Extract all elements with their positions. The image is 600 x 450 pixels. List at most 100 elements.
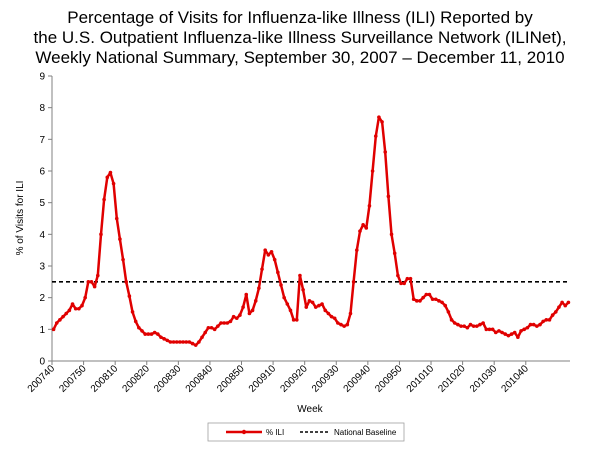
y-tick-label: 1 [39,325,45,336]
ili-data-point [216,324,220,328]
x-tick-label: 200930 [310,363,342,395]
ili-data-point [187,340,192,344]
ili-data-point [276,270,280,275]
ili-data-point [490,327,495,332]
ili-data-point [471,324,476,328]
ili-data-point [386,194,391,199]
ili-data-point [257,286,261,290]
ili-data-point [380,120,384,124]
chart-title-line-2: the U.S. Outpatient Influenza-like Illne… [33,28,567,47]
ili-data-point [162,337,166,341]
ili-data-point [367,204,372,208]
ili-data-point [241,305,245,309]
ili-data-point [54,321,59,325]
ili-data-point [228,319,233,324]
x-tick-label: 200810 [89,363,121,395]
ili-data-point [475,324,479,328]
ili-data-point [61,314,65,319]
ili-data-point [127,294,132,298]
ili-data-point [152,330,157,335]
ili-data-point [329,314,334,319]
ili-data-point [178,340,182,344]
ili-data-point [320,302,324,306]
ili-data-point [272,257,277,262]
y-axis-title: % of Visits for ILI [15,181,26,256]
x-tick-label: 201010 [405,363,437,395]
ili-data-point [415,299,419,303]
ili-data-point [354,248,359,252]
ili-data-point [310,300,315,305]
legend-ili-marker [241,429,247,435]
ili-data-point [118,237,122,241]
ili-data-point [326,311,331,316]
ili-data-point [528,322,533,327]
ili-data-point [206,325,211,330]
ili-data-point [484,327,489,332]
ili-data-point [70,302,75,306]
ili-data-point [427,292,432,297]
legend-baseline-label: National Baseline [334,428,397,437]
ili-data-point [550,313,555,317]
ili-data-point [64,311,69,316]
ili-data-point [212,327,217,332]
ili-data-point [156,332,160,336]
x-tick-label: 200830 [152,363,184,395]
ili-data-point [421,295,425,300]
ili-data-point [370,169,375,173]
ili-data-point [465,325,470,330]
ili-data-point [506,333,511,338]
ili-data-point [304,305,309,309]
ili-data-point [317,303,321,308]
ili-data-point [440,300,444,305]
ili-data-point [497,329,501,333]
ili-data-point [114,216,119,221]
ili-data-point [437,299,441,303]
ili-data-point [263,248,268,252]
ili-data-point [291,318,296,322]
ili-data-point [219,321,223,325]
ili-data-point [225,321,230,325]
ili-data-point [547,318,552,322]
ili-data-point [238,313,242,317]
ili-data-point [519,329,523,333]
ili-data-point [77,306,81,311]
ili-data-point [348,311,353,316]
ili-data-point [159,335,163,340]
ili-data-point [99,232,103,237]
x-axis-title: Week [297,404,323,415]
ili-data-point [181,340,185,344]
plot-area: 0 1 2 3 4 5 6 7 8 9 200740 200750 200810 200820 200830… [26,72,571,395]
ili-data-point [247,311,252,316]
ili-data-point [282,295,286,300]
ili-data-point [269,249,274,254]
ili-data-point [342,324,346,328]
ili-data-point [566,300,571,305]
ili-data-point [493,330,498,335]
ili-data-point [83,295,87,300]
ili-data-point [168,340,173,344]
ili-data-point [487,327,492,332]
ili-data-point [512,330,517,335]
ili-data-point [130,310,135,314]
ili-data-point [124,280,129,284]
ili-data-point [301,287,305,292]
ili-data-point [193,343,198,347]
x-tick-label: 200740 [26,363,58,395]
ili-data-point [121,257,125,262]
ili-data-point [478,322,482,327]
ili-data-point [171,340,176,344]
ili-data-point [140,329,144,333]
ili-data-point [279,283,283,287]
ili-data-point [433,297,438,302]
x-tick-label: 201040 [500,363,532,395]
x-tick-label: 200820 [120,363,152,395]
ili-data-point [108,170,113,175]
y-tick-label: 3 [39,262,45,273]
ili-data-point [411,297,416,302]
ili-data-point [351,280,356,284]
legend-ili-label: % ILI [266,428,284,437]
ili-data-point [288,308,293,313]
ili-data-point [361,223,365,227]
